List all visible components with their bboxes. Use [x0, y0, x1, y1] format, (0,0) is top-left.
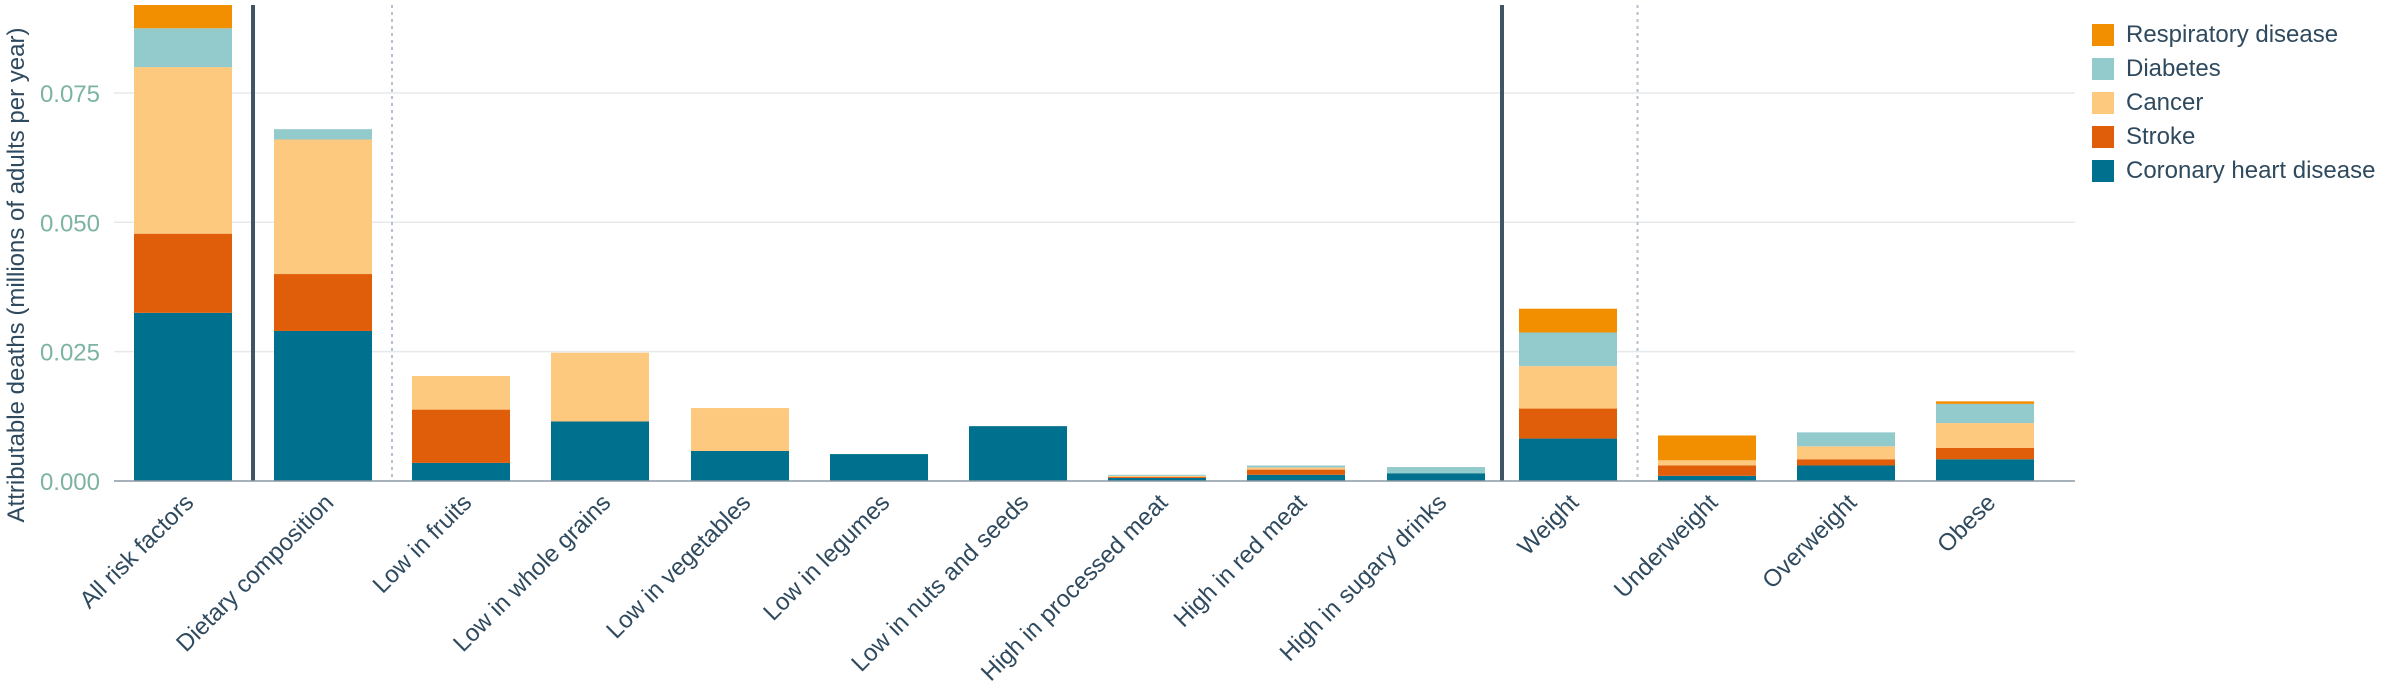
bar-segment-cancer: [551, 352, 649, 422]
bar-segment-cancer: [1936, 423, 2034, 448]
bar-segment-stroke: [1797, 459, 1895, 466]
legend-item: Cancer: [2092, 86, 2375, 120]
bar-segment-coronary-heart-disease: [691, 450, 789, 481]
bar-segment-coronary-heart-disease: [1387, 473, 1485, 481]
bar-segment-diabetes: [134, 28, 232, 68]
y-tick-label: 0.050: [40, 210, 100, 237]
bar-segment-coronary-heart-disease: [1658, 475, 1756, 481]
bar-segment-stroke: [1247, 469, 1345, 475]
x-tick-label: Obese: [1932, 489, 2001, 558]
bar-segment-diabetes: [1247, 465, 1345, 468]
x-tick-label: Low in whole grains: [448, 489, 616, 657]
bar-segment-coronary-heart-disease: [1797, 465, 1895, 481]
y-tick-label: 0.025: [40, 340, 100, 367]
bar-segment-stroke: [274, 274, 372, 331]
y-axis-label: Attributable deaths (millions of adults …: [3, 28, 30, 523]
legend-item: Respiratory disease: [2092, 18, 2375, 52]
bar-segment-coronary-heart-disease: [412, 462, 510, 481]
bars: [134, 5, 2034, 481]
bar-segment-respiratory-disease: [1519, 308, 1617, 333]
legend: Respiratory disease Diabetes Cancer Stroke C…: [2092, 18, 2375, 188]
legend-label: Cancer: [2126, 89, 2204, 116]
bar-segment-diabetes: [1108, 474, 1206, 476]
bar-segment-cancer: [412, 375, 510, 410]
y-tick-label: 0.000: [40, 469, 100, 496]
gridlines: [114, 92, 2075, 353]
x-tick-label: Dietary composition: [171, 489, 339, 657]
bar-segment-cancer: [274, 139, 372, 275]
bar-segment-cancer: [1658, 460, 1756, 466]
bar-segment-cancer: [691, 408, 789, 451]
bar-segment-stroke: [1108, 476, 1206, 478]
bar-segment-stroke: [134, 233, 232, 313]
x-tick-label: Underweight: [1609, 489, 1724, 604]
bar-segment-stroke: [1658, 465, 1756, 476]
bar-segment-cancer: [134, 67, 232, 234]
legend-label: Respiratory disease: [2126, 21, 2339, 48]
bar-segment-diabetes: [1519, 332, 1617, 367]
bar-segment-coronary-heart-disease: [274, 330, 372, 481]
legend-swatch: [2092, 24, 2114, 46]
bar-segment-cancer: [1247, 467, 1345, 470]
bar-segment-stroke: [1936, 447, 2034, 460]
legend-swatch: [2092, 126, 2114, 148]
bar-segment-diabetes: [274, 129, 372, 140]
y-axis-ticks: 0.000 0.025 0.050 0.075: [40, 81, 100, 496]
bar-segment-coronary-heart-disease: [1936, 459, 2034, 481]
legend-label: Coronary heart disease: [2126, 157, 2376, 184]
legend-item: Diabetes: [2092, 52, 2375, 86]
bar-segment-coronary-heart-disease: [551, 421, 649, 481]
bar-segment-diabetes: [1797, 432, 1895, 447]
x-tick-label: Low in vegetables: [601, 489, 756, 644]
x-tick-label: Low in fruits: [368, 489, 478, 599]
bar-segment-cancer: [1108, 475, 1206, 477]
legend-swatch: [2092, 92, 2114, 114]
x-tick-label: All risk factors: [75, 489, 200, 614]
bar-segment-cancer: [1797, 446, 1895, 460]
bar-segment-coronary-heart-disease: [1247, 474, 1345, 481]
legend-item: Coronary heart disease: [2092, 154, 2375, 188]
bar-segment-cancer: [1519, 366, 1617, 409]
y-tick-label: 0.075: [40, 81, 100, 108]
legend-swatch: [2092, 160, 2114, 182]
bar-segment-respiratory-disease: [134, 5, 232, 29]
bar-segment-coronary-heart-disease: [134, 312, 232, 481]
bar-segment-coronary-heart-disease: [830, 454, 928, 481]
bar-segment-stroke: [1519, 408, 1617, 439]
bar-segment-stroke: [412, 409, 510, 463]
legend-swatch: [2092, 58, 2114, 80]
bar-segment-respiratory-disease: [1936, 401, 2034, 404]
legend-label: Stroke: [2126, 123, 2196, 150]
bar-segment-coronary-heart-disease: [1108, 477, 1206, 481]
bar-segment-respiratory-disease: [1658, 435, 1756, 461]
bar-segment-coronary-heart-disease: [969, 426, 1067, 481]
legend-item: Stroke: [2092, 120, 2375, 154]
bar-segment-coronary-heart-disease: [1519, 438, 1617, 481]
group-separators: [251, 5, 1639, 481]
bar-segment-diabetes: [1387, 467, 1485, 474]
x-tick-label: Weight: [1513, 489, 1585, 561]
bar-segment-diabetes: [1936, 403, 2034, 424]
x-tick-label: High in red meat: [1169, 489, 1313, 633]
x-tick-label: Overweight: [1757, 489, 1862, 594]
x-tick-label: Low in legumes: [758, 489, 895, 626]
legend-label: Diabetes: [2126, 55, 2221, 82]
